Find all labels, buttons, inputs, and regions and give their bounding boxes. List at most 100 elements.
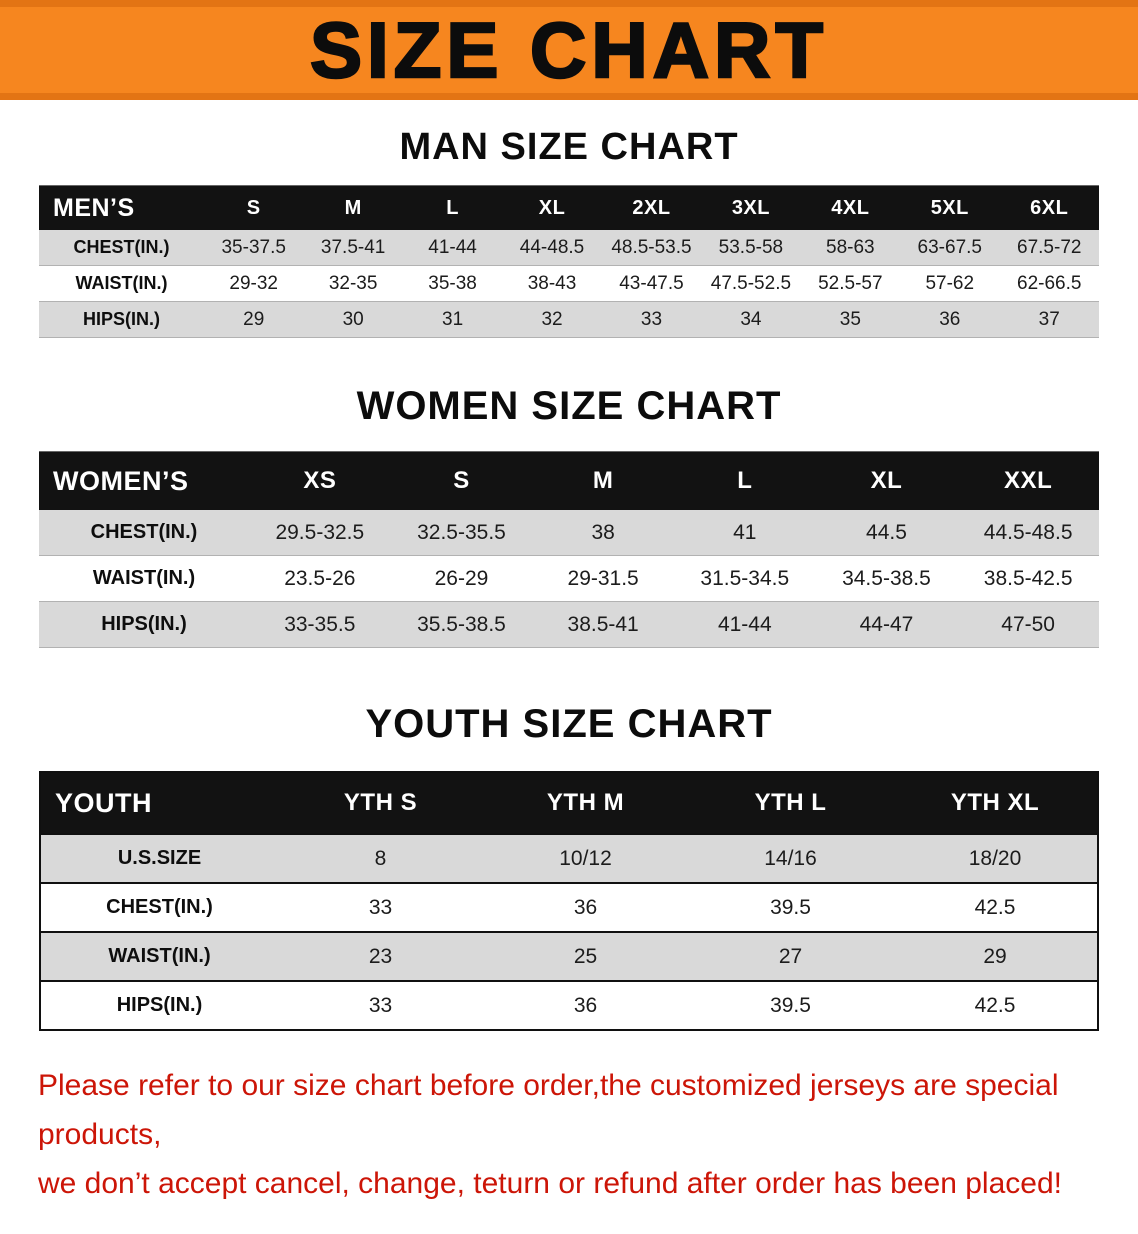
table-cell: 38.5-42.5 (983, 566, 1073, 590)
table-header-row: YOUTH YTH S YTH M YTH L YTH XL (40, 772, 1098, 834)
table-cell: 44-48.5 (519, 236, 585, 258)
table-cell: 25 (573, 944, 598, 968)
table-cell: 41 (733, 520, 757, 544)
size-column-header: YTH M (483, 772, 688, 834)
size-column-header: 4XL (800, 185, 901, 230)
size-column-header: XS (249, 451, 391, 510)
table-cell: 39.5 (770, 993, 811, 1017)
table-cell: 35.5-38.5 (417, 612, 506, 636)
table-cell: 36 (573, 993, 598, 1017)
table-cell: 29.5-32.5 (275, 520, 365, 544)
size-column-header: L (402, 185, 503, 230)
table-cell: 23 (368, 944, 393, 968)
size-column-header: S (204, 185, 304, 230)
table-row: HIPS(IN.) 33-35.5 35.5-38.5 38.5-41 41-44 44-… (39, 601, 1099, 648)
table-cell: 33 (368, 993, 393, 1017)
table-cell: 29 (983, 944, 1007, 968)
size-column-header: M (532, 451, 674, 510)
table-cell: 18/20 (968, 846, 1022, 870)
women-section-heading: WOMEN SIZE CHART (356, 384, 782, 428)
table-cell: 32-35 (328, 272, 378, 294)
table-cell: 33 (368, 895, 393, 919)
table-cell: 52.5-57 (818, 272, 883, 294)
table-cell: 32.5-35.5 (417, 520, 506, 544)
women-size-table: WOMEN’S XS S M L XL XXL CHEST(IN.) 29.5-32.5 32.5… (39, 451, 1099, 648)
size-column-header: YTH S (278, 772, 483, 834)
men-section: MAN SIZE CHART MEN’S S M L XL 2XL 3XL 4XL 5XL 6XL… (0, 126, 1138, 338)
footer-notice: Please refer to our size chart before or… (0, 1061, 1138, 1234)
size-column-header: XL (502, 185, 602, 230)
row-label: WAIST(IN.) (92, 567, 196, 589)
table-cell: 23.5-26 (284, 566, 356, 590)
table-cell: 58-63 (826, 236, 875, 258)
table-group-label: YOUTH (40, 772, 278, 834)
table-row: CHEST(IN.) 33 36 39.5 42.5 (40, 883, 1098, 932)
table-row: WAIST(IN.) 23 25 27 29 (40, 932, 1098, 981)
size-column-header: 5XL (900, 185, 1000, 230)
size-column-header: 2XL (601, 185, 702, 230)
size-column-header: XL (815, 451, 958, 510)
table-cell: 37.5-41 (320, 236, 386, 258)
table-cell: 62-66.5 (1017, 272, 1082, 294)
table-cell: 41-44 (428, 236, 477, 258)
row-label: WAIST(IN.) (75, 273, 168, 293)
size-column-header: M (303, 185, 403, 230)
row-label: U.S.SIZE (117, 847, 202, 869)
men-section-heading: MAN SIZE CHART (399, 126, 739, 168)
table-row: WAIST(IN.) 23.5-26 26-29 29-31.5 31.5-34.5 34… (39, 555, 1099, 602)
size-column-header: L (673, 451, 816, 510)
size-column-header: 6XL (999, 185, 1099, 230)
table-cell: 36 (573, 895, 598, 919)
table-cell: 57-62 (925, 272, 975, 294)
table-row: HIPS(IN.) 29 30 31 32 33 34 35 36 37 (39, 301, 1099, 338)
table-cell: 8 (374, 846, 387, 870)
table-cell: 27 (778, 944, 803, 968)
row-label: CHEST(IN.) (106, 896, 213, 918)
youth-section: YOUTH SIZE CHART YOUTH YTH S YTH M YTH L YTH… (0, 702, 1138, 1031)
table-cell: 47.5-52.5 (710, 272, 792, 294)
table-header-row: MEN’S S M L XL 2XL 3XL 4XL 5XL 6XL (39, 185, 1099, 230)
table-row: CHEST(IN.) 35-37.5 37.5-41 41-44 44-48.5 48.5… (39, 230, 1099, 266)
row-label: HIPS(IN.) (101, 613, 187, 635)
table-cell: 29-31.5 (567, 566, 639, 590)
table-group-label: MEN’S (39, 185, 204, 230)
size-column-header: YTH L (688, 772, 893, 834)
table-cell: 44.5 (866, 520, 907, 544)
table-row: U.S.SIZE 8 10/12 14/16 18/20 (40, 834, 1098, 883)
table-cell: 44.5-48.5 (983, 520, 1073, 544)
table-cell: 14/16 (764, 846, 817, 870)
size-column-header: S (390, 451, 533, 510)
row-label: HIPS(IN.) (82, 309, 160, 329)
table-header-row: WOMEN’S XS S M L XL XXL (39, 451, 1099, 510)
table-cell: 35-38 (428, 272, 477, 294)
table-cell: 29-32 (229, 272, 279, 294)
table-cell: 48.5-53.5 (611, 236, 692, 258)
table-cell: 31.5-34.5 (700, 566, 790, 590)
youth-size-table: YOUTH YTH S YTH M YTH L YTH XL U.S.SIZE 8 10/12… (39, 771, 1099, 1031)
youth-section-heading: YOUTH SIZE CHART (365, 702, 773, 746)
notice-line-2: we don’t accept cancel, change, teturn o… (38, 1167, 1062, 1200)
table-cell: 44-47 (859, 612, 914, 636)
table-cell: 32 (541, 308, 563, 330)
table-group-label: WOMEN’S (39, 451, 249, 510)
row-label: CHEST(IN.) (73, 237, 170, 257)
table-cell: 38 (591, 520, 615, 544)
size-column-header: 3XL (701, 185, 801, 230)
table-cell: 34.5-38.5 (842, 566, 931, 590)
table-cell: 39.5 (770, 895, 811, 919)
table-cell: 36 (939, 308, 961, 330)
table-cell: 33 (640, 308, 663, 330)
row-label: WAIST(IN.) (108, 945, 211, 967)
table-cell: 67.5-72 (1017, 236, 1082, 258)
men-size-table: MEN’S S M L XL 2XL 3XL 4XL 5XL 6XL CHEST(IN.) 35-37… (39, 185, 1099, 338)
row-label: HIPS(IN.) (116, 994, 203, 1016)
table-cell: 38.5-41 (567, 612, 639, 636)
table-cell: 35-37.5 (221, 236, 286, 258)
table-cell: 43-47.5 (619, 272, 684, 294)
table-cell: 29 (243, 308, 265, 330)
table-cell: 63-67.5 (917, 236, 982, 258)
table-cell: 26-29 (434, 566, 489, 590)
table-row: WAIST(IN.) 29-32 32-35 35-38 38-43 43-47.5 47.… (39, 265, 1099, 302)
table-cell: 35 (839, 308, 861, 330)
table-cell: 41-44 (717, 612, 772, 636)
